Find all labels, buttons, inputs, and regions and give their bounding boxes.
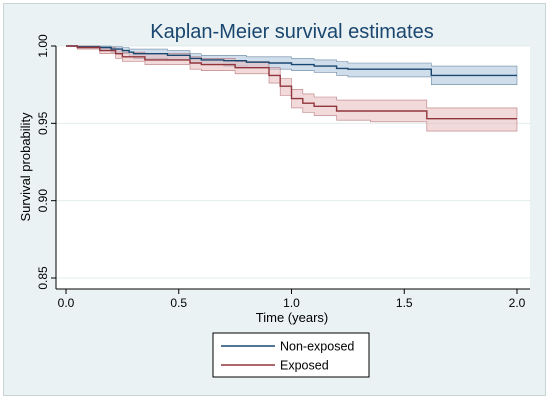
x-tick-label: 1.0 [283,296,300,310]
x-ticks: 0.0 0.5 1.0 1.5 2.0 [58,289,526,310]
x-tick-label: 0.0 [58,296,75,310]
x-tick-label: 2.0 [509,296,526,310]
legend: Non-exposed Exposed [212,332,370,378]
y-tick-label: 0.85 [36,266,50,290]
chart-title: Kaplan-Meier survival estimates [150,21,433,43]
y-tick-label: 1.00 [36,34,50,58]
y-ticks: 0.85 0.90 0.95 1.00 [36,34,56,290]
y-tick-label: 0.95 [36,111,50,135]
x-tick-label: 1.5 [396,296,413,310]
legend-label: Exposed [280,359,329,373]
survival-curve [66,45,517,120]
legend-label: Non-exposed [280,340,354,354]
x-axis-label: Time (years) [256,310,328,325]
y-axis-label: Survival probability [18,112,33,222]
x-tick-label: 0.5 [170,296,187,310]
survival-curves [66,45,517,120]
plot-area [56,46,530,289]
survival-curve [66,45,517,77]
legend-box [212,332,370,378]
y-tick-label: 0.90 [36,189,50,213]
